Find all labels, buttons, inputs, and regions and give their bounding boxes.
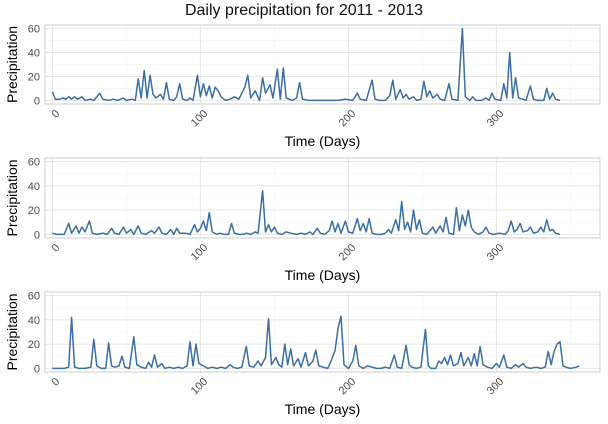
y-tick-label: 40	[28, 48, 40, 60]
precipitation-line	[52, 189, 561, 236]
x-tick-label: 200	[337, 108, 358, 129]
x-tick-label: 300	[485, 376, 506, 397]
x-tick-label: 0	[49, 242, 62, 255]
x-axis-title: Time (Days)	[285, 401, 361, 417]
chart-title: Daily precipitation for 2011 - 2013	[184, 2, 424, 19]
y-tick-label: 0	[34, 229, 40, 241]
panel-border	[44, 291, 601, 373]
panel-3: 0 20 40 60 0 100 200 300 Time (Days) Precipitatio…	[4, 291, 601, 417]
panel-border	[44, 157, 601, 239]
panel-2: 0 20 40 60 0 100 200 300 Time (Days) Precipitatio…	[4, 157, 601, 283]
y-tick-label: 60	[28, 157, 40, 169]
y-tick-label: 0	[34, 363, 40, 375]
y-tick-label: 60	[28, 24, 40, 36]
y-axis-title: Precipitation	[4, 159, 20, 236]
x-tick-label: 100	[189, 108, 210, 129]
x-axis-title: Time (Days)	[285, 267, 361, 283]
y-axis-title: Precipitation	[4, 26, 20, 103]
precipitation-line	[51, 27, 561, 102]
x-tick-label: 100	[189, 242, 210, 263]
x-tick-label: 0	[49, 108, 62, 121]
x-axis-title: Time (Days)	[285, 133, 361, 149]
y-tick-label: 20	[28, 71, 40, 83]
y-axis-title: Precipitation	[4, 293, 20, 370]
x-tick-label: 300	[485, 242, 506, 263]
panel-border	[44, 24, 601, 105]
y-tick-label: 20	[28, 205, 40, 217]
x-tick-label: 200	[337, 242, 358, 263]
y-tick-label: 40	[28, 181, 40, 193]
y-tick-label: 40	[28, 315, 40, 327]
x-tick-label: 200	[337, 376, 358, 397]
precipitation-line	[52, 315, 580, 370]
x-tick-label: 100	[189, 376, 210, 397]
panel-1: 0 20 40 60 0 100 200 300 Time (Days) Precipitatio…	[4, 24, 601, 149]
y-tick-label: 60	[28, 291, 40, 303]
y-tick-label: 20	[28, 339, 40, 351]
x-tick-label: 300	[485, 108, 506, 129]
x-tick-label: 0	[49, 376, 62, 389]
y-tick-label: 0	[34, 95, 40, 107]
